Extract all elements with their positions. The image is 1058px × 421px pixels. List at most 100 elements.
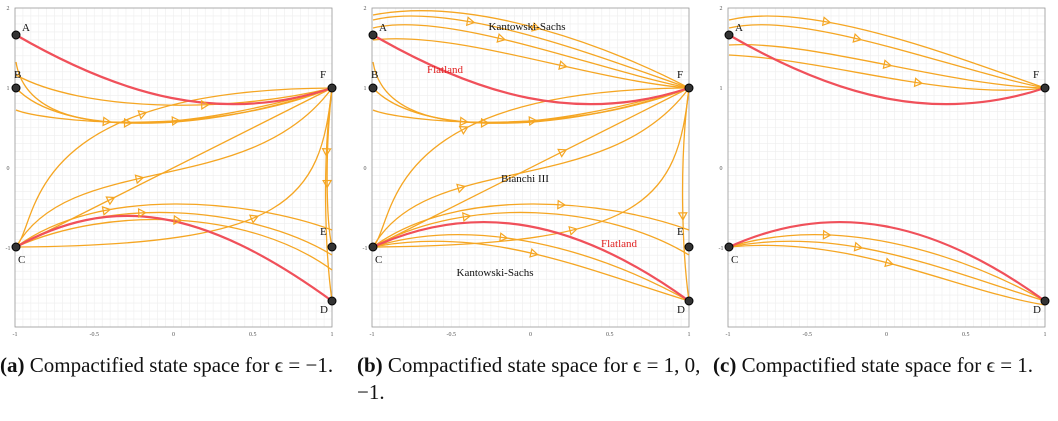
region-label: Kantowski-Sachs: [489, 21, 566, 33]
fixed-point: [684, 296, 694, 306]
trajectory: [728, 54, 1046, 91]
point-label: F: [320, 69, 326, 81]
trajectory: [372, 15, 690, 89]
trajectory: [372, 87, 690, 123]
arrowhead: [171, 116, 181, 127]
caption: (a) Compactified state space for ϵ = −1.: [0, 352, 345, 379]
region-label: Bianchi III: [501, 173, 549, 185]
y-tick-label: -1: [363, 246, 368, 252]
trajectory: [372, 240, 690, 302]
arrowhead: [558, 60, 568, 70]
x-tick-label: -0.5: [90, 332, 100, 338]
fixed-point: [1040, 83, 1050, 93]
x-tick-label: -0.5: [803, 332, 813, 338]
fixed-point: [11, 30, 21, 40]
arrowhead: [322, 179, 333, 189]
separatrix: [15, 214, 333, 302]
arrowhead: [461, 212, 472, 222]
trajectory: [372, 38, 690, 89]
arrowhead: [528, 116, 538, 127]
fixed-point: [724, 30, 734, 40]
y-tick-label: 1: [7, 86, 10, 92]
point-label: F: [1033, 69, 1039, 81]
x-tick-label: -1: [370, 332, 375, 338]
caption: (c) Compactified state space for ϵ = 1.: [713, 352, 1058, 379]
trajectory: [15, 87, 333, 248]
fixed-point: [684, 83, 694, 93]
trajectory: [372, 87, 690, 248]
caption-text: Compactified state space for ϵ = 1, 0, −…: [357, 353, 701, 404]
trajectory: [15, 203, 333, 248]
frame: [727, 7, 1046, 328]
trajectory: [372, 61, 690, 124]
point-label: A: [22, 22, 30, 34]
fixed-point: [368, 30, 378, 40]
grid: [371, 7, 690, 328]
separatrix: [372, 220, 690, 302]
arrowhead: [852, 33, 863, 43]
point-label: C: [731, 254, 738, 266]
region-label: Flatland: [601, 238, 638, 250]
y-tick-label: 0: [364, 166, 367, 172]
separatrix: [728, 34, 1046, 106]
arrowhead: [134, 174, 145, 185]
region-label: Flatland: [427, 64, 464, 76]
arrowhead: [853, 241, 864, 252]
arrowhead: [102, 116, 112, 127]
y-tick-label: 2: [720, 6, 723, 12]
y-tick-label: 2: [7, 6, 10, 12]
trajectory: [15, 87, 333, 248]
x-tick-label: -1: [13, 332, 18, 338]
trajectory: [15, 87, 333, 123]
arrowhead: [499, 232, 509, 243]
frame: [371, 7, 690, 328]
arrowhead: [821, 16, 832, 27]
point-label: F: [677, 69, 683, 81]
trajectory: [15, 218, 333, 271]
point-label: B: [14, 69, 21, 81]
grid: [727, 7, 1046, 328]
point-label: D: [320, 304, 328, 316]
phase-portrait: -1 -0.5 0 0.5 1 2 1 0 -1 A B C D E F Kantowski-Sachs Fla…: [363, 6, 694, 338]
trajectory: [324, 87, 333, 302]
caption-label: (a): [0, 353, 25, 377]
fixed-point: [368, 83, 378, 93]
arrowhead: [913, 77, 924, 88]
arrowhead: [248, 214, 260, 224]
trajectory: [372, 87, 690, 248]
arrowhead: [137, 207, 147, 219]
point-label: A: [379, 22, 387, 34]
arrowhead: [531, 22, 541, 32]
y-tick-label: 2: [364, 6, 367, 12]
y-tick-label: 1: [364, 86, 367, 92]
point-label: B: [371, 69, 378, 81]
fixed-point: [327, 83, 337, 93]
point-label: E: [677, 226, 684, 238]
arrowhead: [123, 117, 133, 128]
trajectory: [728, 15, 1046, 89]
trajectory: [728, 24, 1046, 89]
x-tick-label: 0.5: [606, 332, 614, 338]
arrowhead: [458, 126, 469, 135]
x-tick-label: 1: [1044, 332, 1047, 338]
fixed-point: [11, 242, 21, 252]
trajectory: [372, 203, 690, 248]
point-label: E: [320, 226, 327, 238]
arrowhead: [137, 110, 148, 120]
arrowhead: [459, 116, 469, 127]
separatrix: [15, 34, 333, 106]
y-tick-label: -1: [719, 246, 724, 252]
y-tick-label: -1: [6, 246, 11, 252]
arrowhead: [882, 59, 893, 70]
x-tick-label: 0: [172, 332, 175, 338]
arrowhead: [557, 199, 567, 210]
trajectory: [728, 43, 1046, 89]
arrowhead: [677, 212, 688, 222]
arrowhead: [200, 99, 210, 110]
region-label: Kantowski-Sachs: [457, 267, 534, 279]
arrowhead: [465, 16, 476, 27]
point-label: D: [1033, 304, 1041, 316]
point-label: C: [18, 254, 25, 266]
x-tick-label: 0.5: [249, 332, 257, 338]
point-label: C: [375, 254, 382, 266]
